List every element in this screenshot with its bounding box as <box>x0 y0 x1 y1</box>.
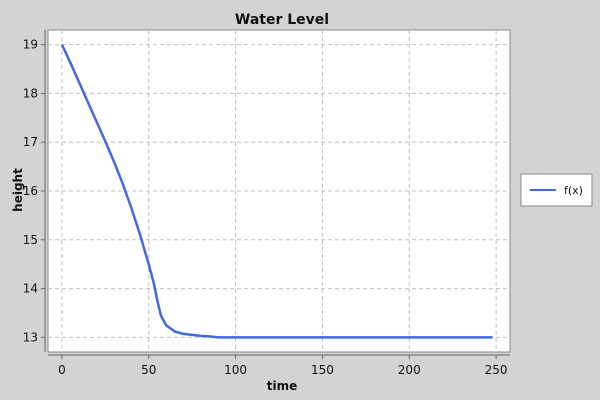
y-axis-label: height <box>11 168 25 212</box>
x-axis-label: time <box>267 379 298 393</box>
x-tick-label: 150 <box>311 363 334 377</box>
y-tick-label: 19 <box>23 38 38 52</box>
y-tick-label: 13 <box>23 330 38 344</box>
x-tick-label: 0 <box>58 363 66 377</box>
y-tick-label: 14 <box>23 282 38 296</box>
series-line <box>60 44 493 339</box>
legend-label: f(x) <box>564 184 583 197</box>
y-tick-label: 16 <box>23 184 38 198</box>
y-tick-label: 18 <box>23 86 38 100</box>
x-tick-label: 200 <box>398 363 421 377</box>
x-tick-label: 50 <box>141 363 156 377</box>
chart-title: Water Level <box>235 12 329 28</box>
legend: f(x) <box>520 173 593 207</box>
grid-lines <box>48 30 510 352</box>
tick-labels: 0 50 100 150 200 250 13 14 15 16 17 18 19 <box>23 38 508 377</box>
x-tick-label: 100 <box>224 363 247 377</box>
y-tick-label: 15 <box>23 233 38 247</box>
axes <box>41 30 510 359</box>
y-tick-label: 17 <box>23 135 38 149</box>
series-layer <box>60 44 493 339</box>
x-tick-label: 250 <box>485 363 508 377</box>
